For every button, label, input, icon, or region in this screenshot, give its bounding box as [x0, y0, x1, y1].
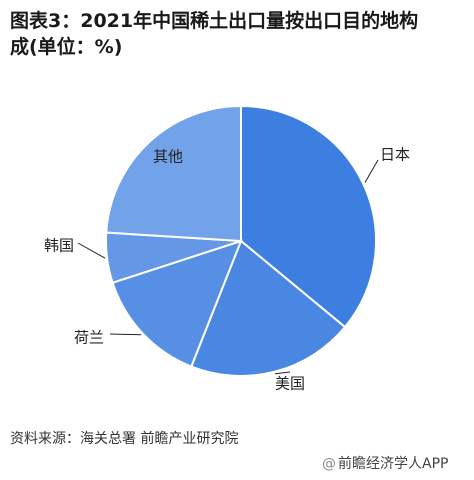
pie-slice-2 [190, 239, 347, 377]
slice-label-5: 其他 [153, 148, 183, 166]
slice-label-3: 荷兰 [74, 329, 104, 347]
brand-credit: @ 前瞻经济学人APP [322, 453, 448, 473]
slice-label-4: 韩国 [44, 237, 74, 255]
brand-text: 前瞻经济学人APP [338, 456, 449, 472]
label-line-3 [109, 333, 142, 336]
at-icon: @ [322, 456, 336, 472]
label-line-2 [275, 371, 291, 375]
chart-title-line-2: 成(单位：%) [10, 36, 123, 58]
slice-label-1: 日本 [380, 146, 410, 164]
label-line-4 [77, 242, 106, 259]
pie-slice-1 [240, 104, 377, 329]
source-note: 资料来源：海关总署 前瞻产业研究院 [10, 431, 239, 447]
chart-title-line-1: 图表3：2021年中国稀土出口量按出口目的地构 [10, 10, 419, 32]
chart-title: 图表3：2021年中国稀土出口量按出口目的地构 成(单位：%) [10, 8, 460, 60]
pie-slices [105, 104, 377, 377]
pie-slice-5 [105, 104, 242, 243]
slice-label-2: 美国 [275, 375, 305, 393]
label-line-1 [364, 159, 379, 183]
